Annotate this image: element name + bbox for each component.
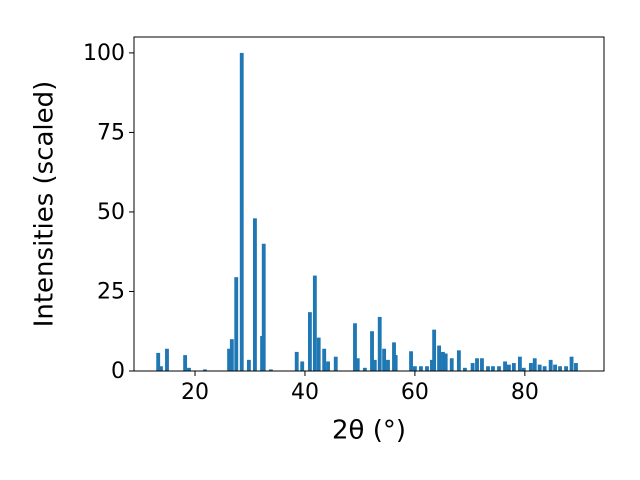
bar — [456, 350, 461, 371]
bar — [156, 352, 161, 371]
plot-frame — [133, 36, 605, 372]
bar — [227, 348, 232, 371]
y-tick-label: 50 — [97, 200, 125, 225]
bar — [261, 243, 266, 371]
bar — [362, 367, 367, 371]
bar — [574, 363, 578, 371]
bar — [532, 358, 537, 371]
y-axis-label: Intensities (scaled) — [30, 81, 60, 328]
y-tick-label: 75 — [97, 120, 125, 145]
bar — [229, 339, 234, 371]
x-axis-label: 2θ (°) — [332, 416, 406, 446]
bar — [183, 355, 188, 371]
bar — [294, 351, 299, 371]
bar — [480, 358, 484, 371]
bar — [377, 316, 382, 371]
bar — [548, 359, 553, 371]
bar — [386, 359, 390, 371]
bar — [333, 356, 338, 371]
bar — [443, 353, 448, 371]
bar — [486, 366, 490, 371]
y-tick-label: 25 — [97, 279, 125, 304]
bar — [491, 366, 495, 371]
bar — [412, 366, 417, 371]
bar — [425, 366, 429, 371]
bar — [517, 356, 522, 371]
bar — [419, 366, 423, 371]
bar — [316, 337, 321, 371]
bar — [437, 345, 442, 371]
bar — [553, 364, 557, 371]
bar — [159, 366, 163, 371]
bar — [475, 358, 479, 371]
bar — [537, 364, 542, 371]
bar — [430, 359, 434, 371]
bar — [239, 52, 244, 372]
bar — [370, 331, 374, 371]
bar — [409, 351, 413, 371]
bar — [542, 366, 547, 371]
bar — [506, 364, 511, 371]
y-tick-label: 100 — [83, 41, 125, 66]
bar — [564, 366, 568, 371]
bar — [202, 369, 207, 371]
bar — [187, 367, 191, 371]
bar — [449, 358, 454, 371]
bar — [355, 358, 360, 371]
x-tick-label: 20 — [181, 380, 209, 405]
bar — [521, 367, 526, 371]
bar — [253, 218, 257, 371]
bar — [463, 367, 467, 371]
bar — [441, 351, 445, 371]
bar — [393, 355, 398, 371]
bar — [326, 361, 330, 371]
bar — [322, 348, 327, 371]
bar — [558, 366, 562, 371]
bar — [382, 348, 387, 371]
y-tick-label: 0 — [111, 359, 125, 384]
x-tick-label: 80 — [511, 380, 539, 405]
bar — [312, 275, 317, 371]
bar — [300, 361, 305, 371]
x-tick-label: 60 — [401, 380, 429, 405]
bar — [234, 277, 239, 371]
bar — [569, 356, 574, 371]
bar — [497, 366, 501, 371]
bar — [432, 329, 437, 371]
bar — [503, 361, 507, 371]
bar — [307, 312, 312, 371]
bar — [372, 359, 377, 371]
bar — [353, 323, 357, 371]
bar — [246, 359, 251, 371]
bar — [470, 363, 475, 371]
bar — [268, 369, 273, 371]
x-tick-label: 40 — [291, 380, 319, 405]
bar — [165, 348, 169, 371]
bar — [528, 363, 533, 371]
bar — [511, 363, 516, 371]
